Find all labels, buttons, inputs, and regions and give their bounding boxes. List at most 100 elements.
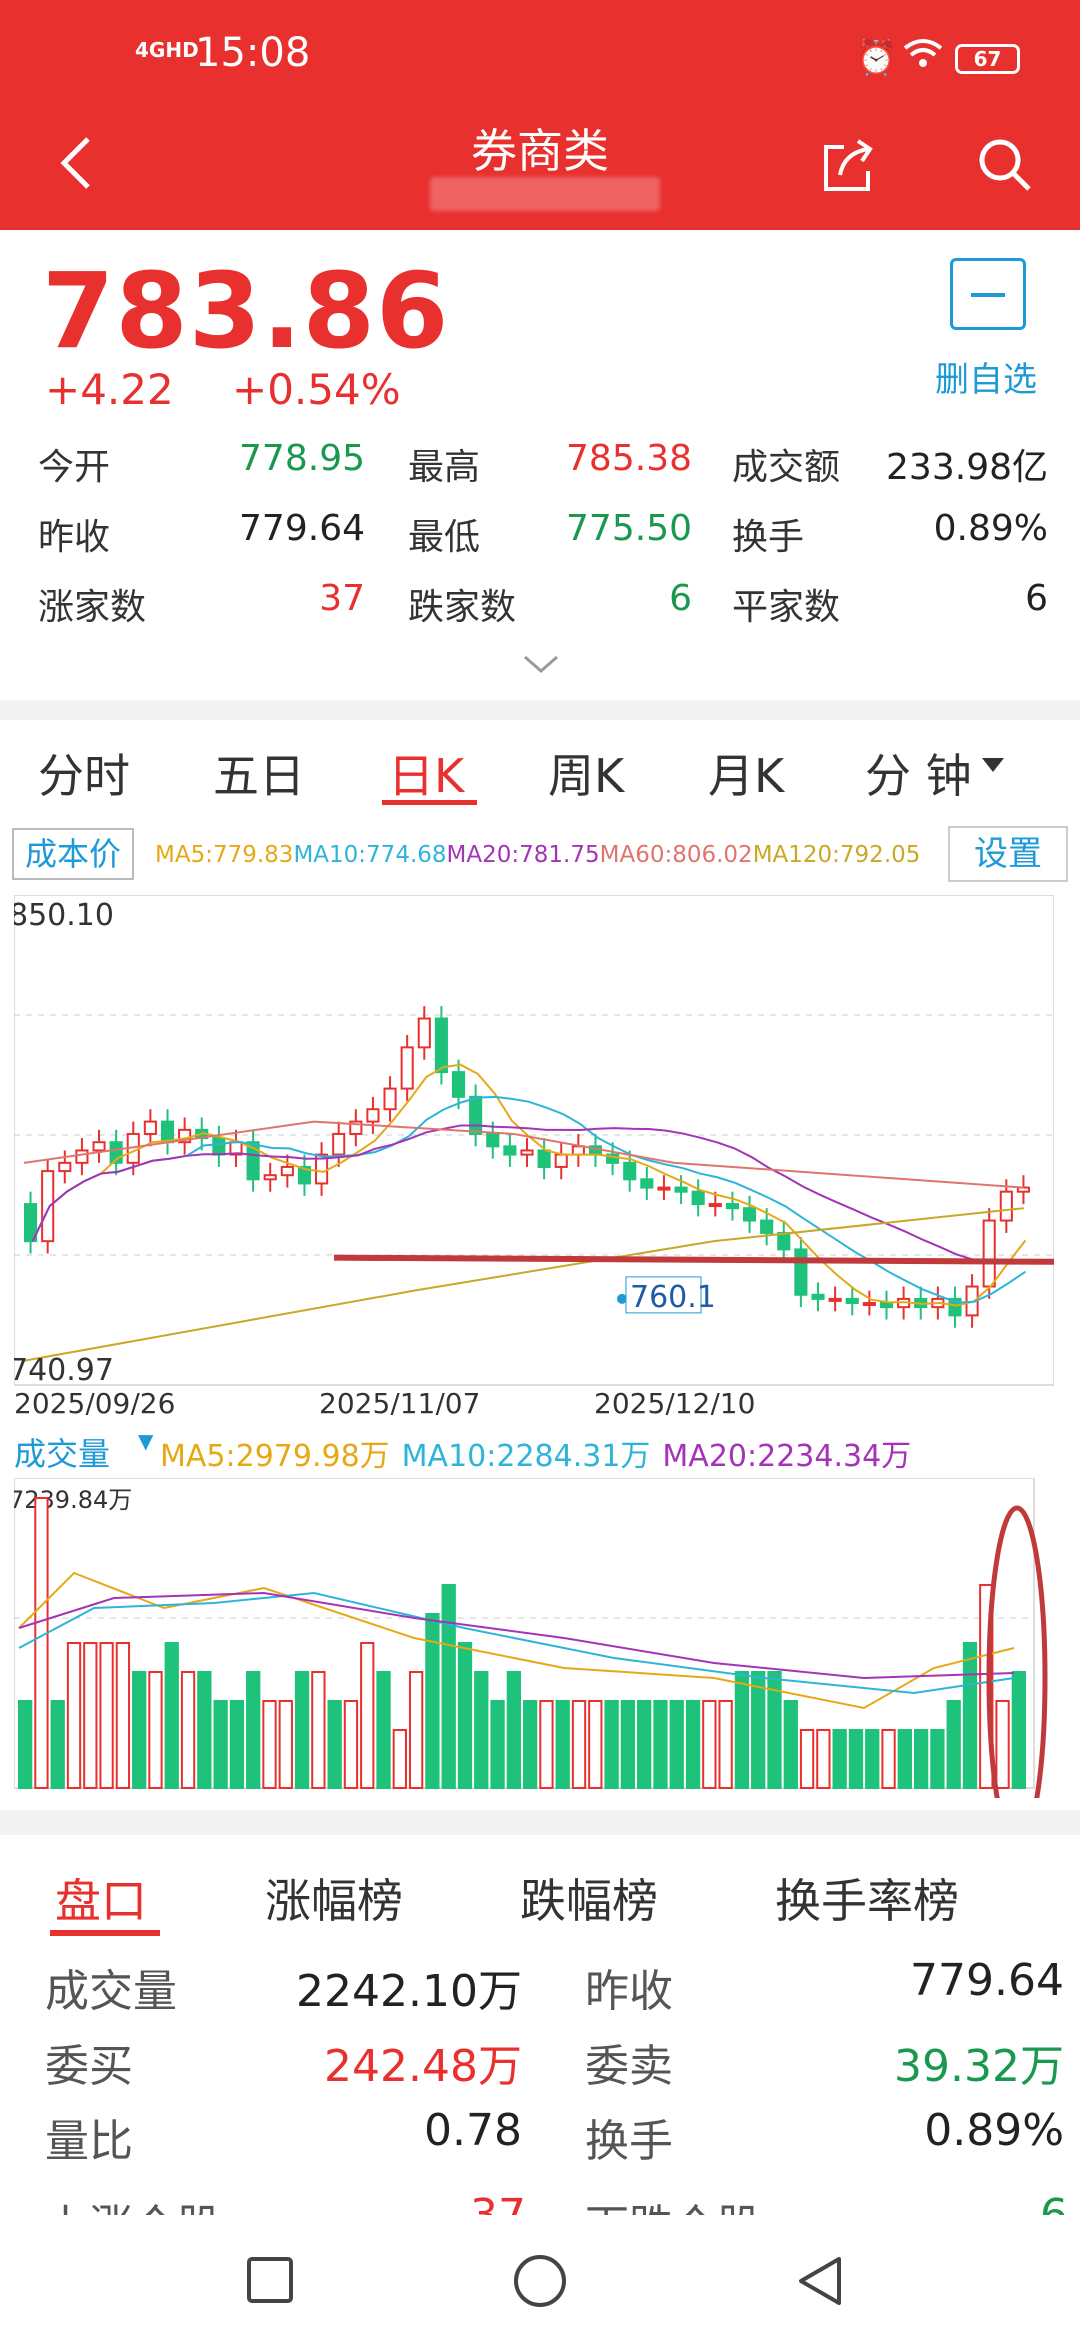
volume-bar xyxy=(734,1671,750,1789)
candlestick-chart[interactable]: 850.10 740.97 760.1 2025/09/26 2025/11/07 202… xyxy=(14,895,1054,1415)
volume-bar xyxy=(246,1671,261,1789)
price-change-percent: +0.54% xyxy=(232,365,401,414)
volume-bar xyxy=(523,1700,538,1789)
candle xyxy=(982,1219,996,1288)
back-triangle-icon[interactable] xyxy=(795,2255,845,2307)
volume-bar xyxy=(278,1700,293,1789)
volume-bar xyxy=(620,1700,636,1789)
candle xyxy=(263,1174,277,1181)
settings-button[interactable]: 设置 xyxy=(948,826,1068,882)
market-tab[interactable]: 换手率榜 xyxy=(775,1874,959,1928)
stat-label: 最高 xyxy=(408,447,481,488)
volume-ma-legend: MA5:2979.98万 MA10:2284.31万 MA20:2234.34万 xyxy=(160,1431,923,1475)
market-tab[interactable]: 盘口 xyxy=(55,1874,147,1928)
volume-dropdown-icon[interactable]: ▼ xyxy=(138,1429,154,1453)
recent-apps-icon[interactable] xyxy=(245,2255,295,2305)
candle xyxy=(999,1190,1013,1222)
search-icon[interactable] xyxy=(975,135,1035,195)
candle xyxy=(280,1165,294,1177)
home-icon[interactable] xyxy=(512,2253,568,2309)
chart-tab[interactable]: 五日 xyxy=(213,749,305,803)
ma-legend-item: MA5:779.83 xyxy=(155,842,294,868)
rise-count-label: 上涨个股 xyxy=(45,2190,221,2215)
volume-bar xyxy=(751,1671,766,1789)
volume-bar xyxy=(816,1729,831,1789)
volume-bar xyxy=(180,1671,196,1789)
candle xyxy=(554,1153,568,1168)
chart-tab[interactable]: 周K xyxy=(548,749,625,803)
volume-bar xyxy=(392,1729,407,1789)
candle xyxy=(708,1203,722,1208)
candle xyxy=(674,1186,688,1193)
dropdown-triangle-icon[interactable] xyxy=(982,758,1004,772)
candle xyxy=(160,1120,175,1144)
rise-count-value: 37 xyxy=(470,2190,526,2215)
stat-label: 今开 xyxy=(38,447,111,488)
stat-label: 跌家数 xyxy=(408,587,517,628)
blurred-subtitle xyxy=(430,177,660,211)
volume-bar xyxy=(148,1671,163,1789)
candle xyxy=(332,1132,346,1156)
candle xyxy=(383,1087,397,1111)
candle xyxy=(58,1161,72,1173)
volume-bar xyxy=(18,1700,33,1789)
remove-watchlist-button[interactable] xyxy=(950,258,1026,330)
chart-tab[interactable]: 分 钟 xyxy=(865,749,972,803)
volume-bar xyxy=(197,1671,212,1789)
volume-bar xyxy=(588,1700,603,1789)
share-icon[interactable] xyxy=(820,135,880,195)
pankou-label: 委买 xyxy=(45,2041,133,2092)
cost-price-button[interactable]: 成本价 xyxy=(12,828,134,880)
volume-bar xyxy=(83,1642,98,1789)
volume-max-label: 7239.84万 xyxy=(14,1486,132,1514)
market-tab[interactable]: 跌幅榜 xyxy=(520,1874,658,1928)
volume-bar xyxy=(848,1729,864,1789)
back-arrow-icon[interactable] xyxy=(50,133,110,193)
volume-bar xyxy=(425,1613,440,1789)
volume-bar xyxy=(343,1700,359,1789)
chevron-down-icon[interactable] xyxy=(523,655,559,675)
market-tab[interactable]: 涨幅榜 xyxy=(265,1874,403,1928)
stats-row: 涨家数 37 跌家数 6 平家数 6 xyxy=(0,578,1080,638)
ma-legend: MA5:779.83MA10:774.68MA20:781.75MA60:806… xyxy=(155,842,920,872)
volume-bar xyxy=(474,1671,489,1789)
chart-frame xyxy=(14,895,1054,1386)
volume-ma-item: MA20:2234.34万 xyxy=(662,1439,912,1474)
volume-bar xyxy=(490,1700,505,1789)
candle xyxy=(777,1231,791,1251)
pankou-label: 换手 xyxy=(585,2116,673,2167)
stat-value: 0.89% xyxy=(933,508,1048,549)
volume-bar xyxy=(783,1700,798,1789)
system-nav-bar xyxy=(0,2215,1080,2340)
candle xyxy=(246,1141,260,1181)
volume-bar xyxy=(327,1700,342,1789)
volume-header: 成交量 ▼ MA5:2979.98万 MA10:2284.31万 MA20:2234… xyxy=(0,1425,1080,1475)
network-indicator: 4GHD xyxy=(135,38,199,62)
date-tick: 2025/11/07 xyxy=(319,1387,480,1415)
min-marker-label: 760.1 xyxy=(630,1280,716,1315)
remove-watchlist-label[interactable]: 删自选 xyxy=(935,360,1037,400)
volume-bar xyxy=(799,1729,815,1789)
volume-chart[interactable]: 7239.84万 xyxy=(14,1478,1054,1798)
chart-tab[interactable]: 日K xyxy=(388,749,465,803)
chart-period-tabs: 分时 五日 日K 周K 月K 分 钟 xyxy=(0,720,1080,820)
volume-bar xyxy=(865,1729,880,1789)
candle xyxy=(520,1149,534,1156)
chart-tab[interactable]: 月K xyxy=(708,749,785,803)
active-tab-underline xyxy=(382,800,477,805)
volume-bar xyxy=(34,1497,49,1789)
volume-bar xyxy=(457,1642,473,1789)
candle xyxy=(742,1207,757,1222)
wifi-icon xyxy=(903,39,943,67)
min-marker-box xyxy=(625,1276,702,1314)
candle xyxy=(760,1219,774,1234)
volume-bar xyxy=(506,1671,522,1789)
stat-value: 775.50 xyxy=(566,508,692,549)
volume-title[interactable]: 成交量 xyxy=(14,1435,111,1473)
candle xyxy=(109,1141,123,1164)
volume-bar xyxy=(767,1671,782,1789)
chart-tab[interactable]: 分时 xyxy=(38,749,130,803)
ma120-line xyxy=(23,1207,1025,1362)
pankou-label: 昨收 xyxy=(585,1966,673,2017)
volume-bar xyxy=(376,1671,391,1789)
